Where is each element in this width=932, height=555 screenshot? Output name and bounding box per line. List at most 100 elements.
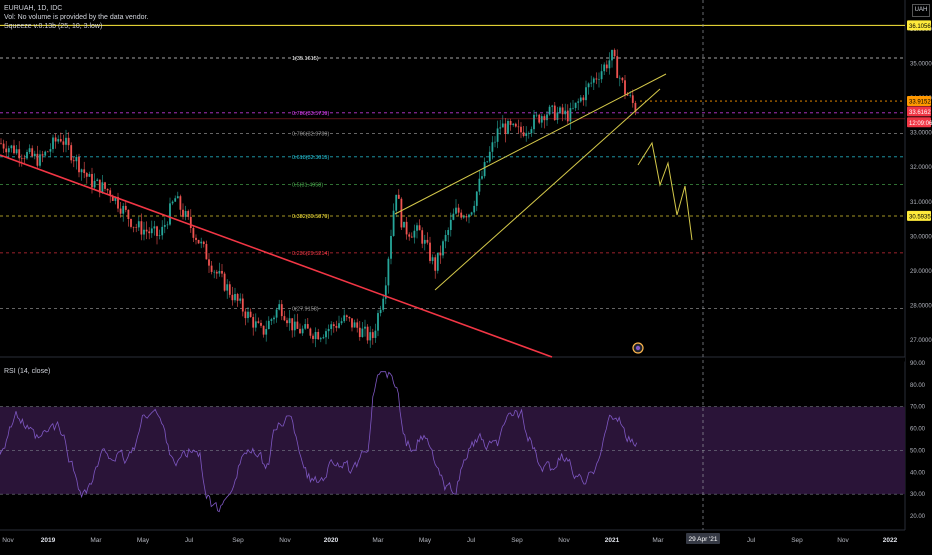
- candle-body[interactable]: [332, 324, 335, 327]
- candle-body[interactable]: [442, 241, 444, 256]
- candle-body[interactable]: [304, 324, 307, 329]
- candle-body[interactable]: [254, 321, 257, 328]
- candle-body[interactable]: [93, 180, 96, 188]
- candle-body[interactable]: [288, 318, 291, 324]
- candle-body[interactable]: [400, 198, 403, 228]
- candle-body[interactable]: [57, 139, 60, 142]
- candle-body[interactable]: [551, 105, 554, 107]
- candle-body[interactable]: [405, 221, 408, 235]
- candle-body[interactable]: [525, 133, 528, 136]
- candle-body[interactable]: [208, 259, 210, 266]
- candle-body[interactable]: [608, 60, 611, 69]
- candle-body[interactable]: [215, 271, 218, 274]
- candle-body[interactable]: [299, 328, 301, 334]
- candle-body[interactable]: [96, 179, 99, 181]
- candle-body[interactable]: [75, 156, 78, 162]
- candle-body[interactable]: [67, 137, 70, 146]
- candle-body[interactable]: [468, 214, 470, 218]
- candle-body[interactable]: [2, 143, 5, 149]
- candle-body[interactable]: [548, 106, 551, 115]
- candle-body[interactable]: [358, 327, 361, 338]
- candle-body[interactable]: [543, 116, 546, 121]
- candle-body[interactable]: [33, 153, 36, 157]
- candle-body[interactable]: [65, 137, 67, 145]
- candle-body[interactable]: [439, 252, 442, 256]
- candle-body[interactable]: [197, 239, 200, 244]
- candle-body[interactable]: [36, 153, 39, 166]
- candle-body[interactable]: [559, 107, 561, 113]
- candle-body[interactable]: [291, 318, 294, 331]
- candle-body[interactable]: [195, 237, 197, 240]
- candle-body[interactable]: [187, 211, 190, 217]
- candle-body[interactable]: [15, 149, 18, 154]
- candle-body[interactable]: [169, 203, 171, 225]
- candle-body[interactable]: [517, 126, 520, 128]
- candle-body[interactable]: [122, 205, 125, 214]
- candle-body[interactable]: [343, 315, 346, 322]
- candle-body[interactable]: [364, 326, 366, 329]
- candle-body[interactable]: [533, 114, 535, 130]
- candle-body[interactable]: [338, 323, 340, 328]
- candle-body[interactable]: [426, 239, 429, 243]
- candle-body[interactable]: [83, 169, 86, 174]
- candle-body[interactable]: [499, 127, 502, 129]
- candle-body[interactable]: [104, 182, 106, 189]
- candle-body[interactable]: [413, 230, 416, 238]
- candle-body[interactable]: [0, 143, 2, 144]
- candle-body[interactable]: [587, 83, 590, 88]
- candle-body[interactable]: [226, 284, 229, 291]
- candle-body[interactable]: [535, 114, 538, 116]
- candle-body[interactable]: [249, 311, 252, 318]
- candle-body[interactable]: [280, 304, 283, 317]
- candle-body[interactable]: [631, 95, 634, 103]
- candle-body[interactable]: [317, 331, 320, 340]
- candle-body[interactable]: [85, 173, 88, 177]
- candle-body[interactable]: [366, 326, 369, 341]
- symbol-title[interactable]: EURUAH, 1D, IDC: [4, 5, 63, 12]
- candle-body[interactable]: [124, 205, 127, 210]
- candle-body[interactable]: [556, 112, 559, 120]
- candle-body[interactable]: [327, 328, 330, 332]
- candle-body[interactable]: [595, 78, 598, 80]
- candle-body[interactable]: [80, 169, 83, 173]
- candle-body[interactable]: [218, 270, 221, 274]
- candle-body[interactable]: [26, 152, 28, 159]
- candle-body[interactable]: [423, 239, 426, 244]
- candle-body[interactable]: [356, 322, 359, 328]
- candle-body[interactable]: [322, 337, 325, 339]
- candle-body[interactable]: [470, 212, 473, 215]
- candle-body[interactable]: [613, 49, 616, 57]
- candle-body[interactable]: [486, 161, 489, 163]
- candle-body[interactable]: [395, 194, 398, 211]
- candle-body[interactable]: [377, 313, 379, 331]
- trendline-red[interactable]: [0, 154, 553, 358]
- candle-body[interactable]: [127, 209, 130, 220]
- candle-body[interactable]: [70, 145, 73, 161]
- candle-body[interactable]: [44, 151, 47, 156]
- candle-body[interactable]: [418, 225, 421, 231]
- candle-body[interactable]: [382, 298, 385, 310]
- candle-body[interactable]: [598, 79, 600, 80]
- candle-body[interactable]: [384, 285, 387, 299]
- candle-body[interactable]: [176, 196, 179, 199]
- candle-body[interactable]: [561, 107, 564, 115]
- candle-body[interactable]: [590, 82, 593, 84]
- candle-body[interactable]: [98, 179, 101, 193]
- candle-body[interactable]: [478, 178, 481, 192]
- candle-body[interactable]: [319, 338, 322, 340]
- candle-body[interactable]: [605, 64, 608, 69]
- candle-body[interactable]: [460, 212, 463, 218]
- candle-body[interactable]: [473, 205, 476, 213]
- candle-body[interactable]: [23, 158, 26, 159]
- candle-body[interactable]: [371, 332, 374, 338]
- candle-body[interactable]: [140, 221, 143, 235]
- candle-body[interactable]: [119, 208, 122, 214]
- candle-body[interactable]: [483, 162, 486, 177]
- candle-body[interactable]: [109, 190, 112, 196]
- candle-body[interactable]: [408, 234, 411, 237]
- candle-body[interactable]: [234, 294, 236, 301]
- candle-body[interactable]: [465, 216, 468, 218]
- candle-body[interactable]: [504, 123, 507, 134]
- candle-body[interactable]: [616, 56, 619, 79]
- candle-body[interactable]: [49, 149, 52, 152]
